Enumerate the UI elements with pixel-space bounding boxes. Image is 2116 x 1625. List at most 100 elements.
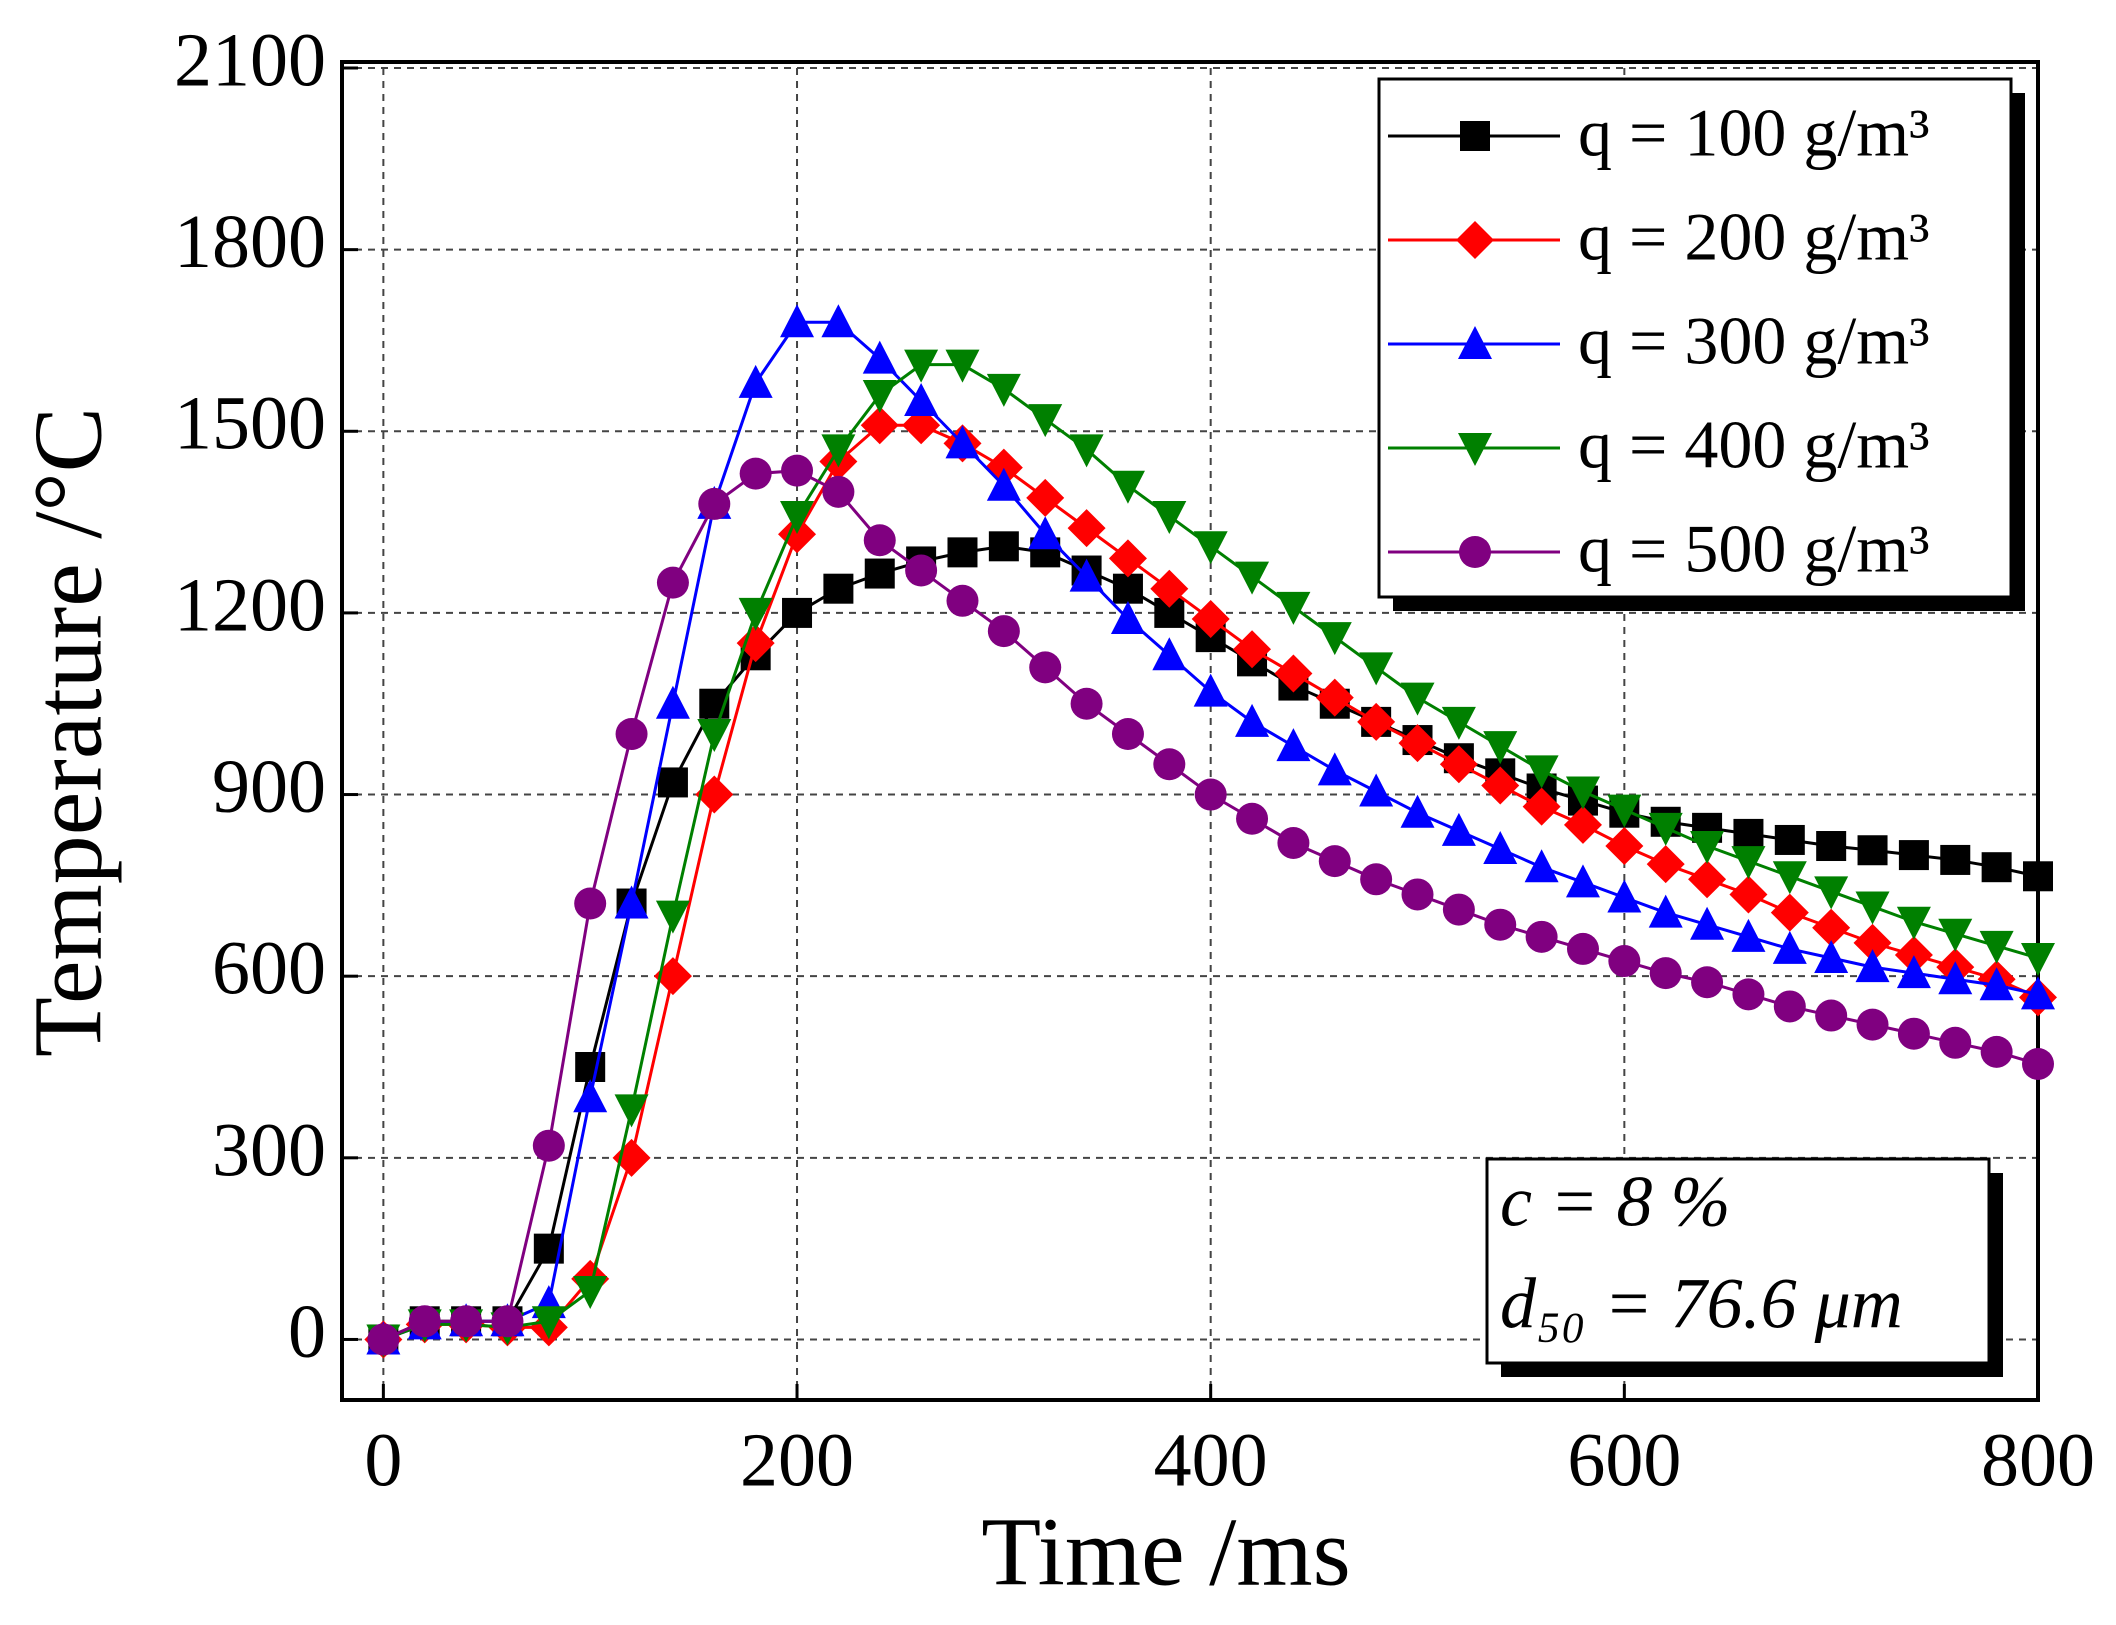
marker [1940,844,1971,875]
marker [1456,221,1494,259]
marker [1690,831,1725,865]
marker [614,885,649,919]
x-tick-label: 800 [1981,1418,2095,1502]
marker [1070,687,1103,720]
y-axis-title: Temperature /°C [14,407,122,1057]
marker [1110,600,1145,634]
marker [1524,849,1559,883]
marker [1729,875,1768,914]
marker [905,554,938,587]
marker [1690,906,1725,940]
marker [1979,930,2014,964]
legend-box [1377,77,2013,599]
marker [1458,326,1492,359]
marker [408,1305,441,1338]
marker [1191,599,1230,638]
marker [1193,531,1228,565]
marker [1853,923,1892,962]
marker [945,425,980,459]
marker [1194,778,1227,811]
marker [1111,718,1144,750]
marker [1938,918,1973,952]
marker [1110,470,1145,504]
marker [1731,846,1766,880]
marker [1483,731,1518,765]
marker [1276,591,1311,625]
marker [1108,539,1147,578]
marker [822,475,855,508]
marker [781,454,814,487]
marker [864,558,895,589]
marker [655,685,690,719]
marker [1276,728,1311,762]
marker [656,566,689,599]
marker [1856,1008,1889,1041]
x-tick-label: 200 [740,1418,854,1502]
legend-label: q = 500 g/m³ [1578,511,1930,587]
marker [1896,955,1931,989]
marker [1815,999,1848,1032]
marker [1898,840,1929,871]
marker [1646,845,1685,884]
marker [986,467,1021,501]
marker [1481,766,1520,805]
y-tick-label: 0 [288,1290,326,1374]
marker [1359,652,1394,686]
marker [1274,654,1313,693]
marker [821,304,856,338]
marker [1563,805,1602,844]
y-tick-label: 900 [212,745,326,829]
marker [1112,573,1143,604]
marker [1483,831,1518,865]
marker [1524,755,1559,789]
marker [1398,724,1437,763]
marker [1691,966,1724,999]
marker [1400,682,1435,716]
y-tick-label: 2100 [174,18,326,102]
marker [821,434,856,468]
marker [1460,121,1490,151]
marker [1359,773,1394,807]
marker [1153,748,1186,781]
marker [1442,893,1475,926]
x-tick-label: 0 [364,1418,402,1502]
marker [1981,852,2012,883]
marker [1441,706,1476,740]
marker [1772,861,1807,895]
marker [1315,678,1354,717]
marker [575,1052,606,1082]
marker [1317,622,1352,656]
marker [1235,703,1270,737]
marker [698,487,731,520]
marker [1774,824,1805,855]
marker [988,531,1019,562]
marker [904,383,939,416]
marker [946,584,979,617]
marker [1939,1026,1972,1059]
marker [904,349,939,383]
legend-label: q = 400 g/m³ [1578,407,1930,483]
marker [1816,831,1847,862]
marker [1980,1035,2013,1068]
y-tick-label: 1800 [174,200,326,284]
marker [1773,990,1806,1023]
marker [655,900,690,934]
marker [1028,404,1063,438]
marker [1648,812,1683,846]
marker [986,373,1021,407]
marker [2022,1047,2054,1080]
marker [657,767,688,798]
x-tick-label: 400 [1154,1418,1268,1502]
marker [450,1305,483,1338]
legend-label: q = 100 g/m³ [1578,95,1930,171]
marker [614,1094,649,1128]
marker [1812,908,1851,947]
annotation: c = 8 % [1500,1162,1731,1242]
marker [1360,863,1393,896]
marker [1938,961,1973,995]
marker [1772,930,1807,964]
marker [780,501,815,535]
marker [862,340,897,374]
marker [738,597,773,631]
